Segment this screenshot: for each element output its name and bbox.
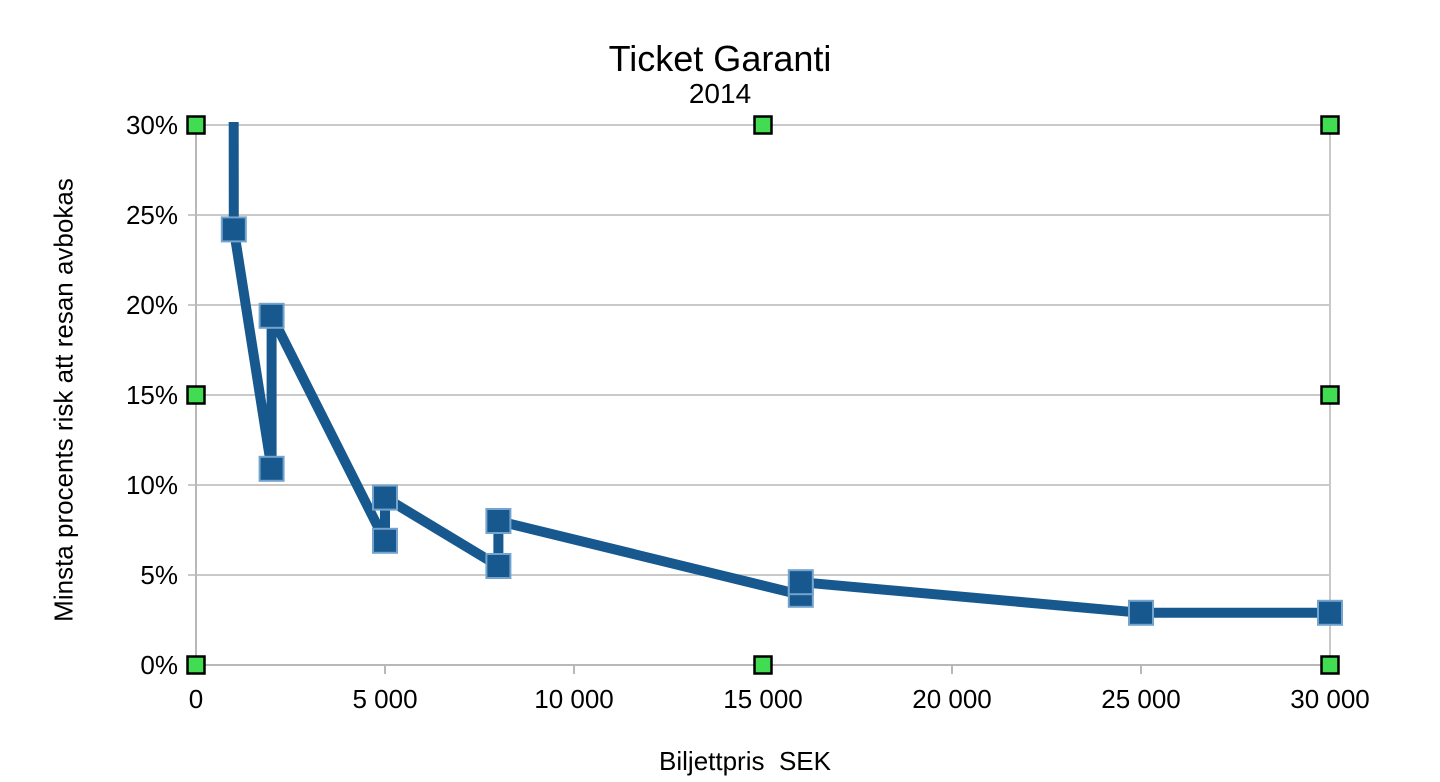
y-tick-label: 10% bbox=[125, 470, 178, 500]
data-point-marker[interactable] bbox=[1317, 599, 1343, 626]
data-point-marker[interactable] bbox=[372, 484, 398, 511]
data-point-marker[interactable] bbox=[220, 216, 247, 243]
selection-handle-top-left[interactable] bbox=[186, 115, 206, 135]
data-point-marker[interactable] bbox=[372, 527, 398, 554]
y-tick-label: 30% bbox=[125, 110, 178, 140]
selection-handle-top-center[interactable] bbox=[753, 115, 773, 135]
x-tick-label: 5 000 bbox=[352, 684, 418, 714]
x-tick-label: 25 000 bbox=[1101, 684, 1181, 714]
x-tick-label: 20 000 bbox=[912, 684, 992, 714]
y-tick-label: 25% bbox=[125, 200, 178, 230]
x-axis-title: Biljettpris SEK bbox=[659, 746, 831, 776]
data-point-markers bbox=[220, 216, 1343, 626]
y-tick-label: 0% bbox=[140, 650, 178, 680]
selection-handle-bottom-right[interactable] bbox=[1320, 655, 1340, 675]
selection-handle-middle-left[interactable] bbox=[186, 385, 206, 405]
y-tick-label: 5% bbox=[140, 560, 178, 590]
x-tick-label: 0 bbox=[188, 684, 204, 714]
data-line[interactable] bbox=[228, 0, 1330, 618]
data-point-marker[interactable] bbox=[485, 553, 512, 579]
x-tick-label: 30 000 bbox=[1290, 684, 1370, 714]
selection-handle-top-right[interactable] bbox=[1320, 115, 1340, 135]
chart-title: Ticket Garanti bbox=[608, 38, 832, 79]
data-point-marker[interactable] bbox=[1128, 599, 1154, 626]
x-tick-label: 10 000 bbox=[534, 684, 614, 714]
selection-handle-bottom-center[interactable] bbox=[753, 655, 773, 675]
x-tick-label: 15 000 bbox=[723, 684, 803, 714]
data-point-marker[interactable] bbox=[258, 302, 285, 329]
data-point-marker[interactable] bbox=[485, 508, 512, 534]
data-point-marker[interactable] bbox=[787, 569, 814, 596]
y-tick-label: 15% bbox=[125, 380, 178, 410]
selection-handles bbox=[186, 115, 1340, 675]
data-point-marker[interactable] bbox=[258, 455, 285, 482]
selection-handle-bottom-left[interactable] bbox=[186, 655, 206, 675]
chart-subtitle: 2014 bbox=[688, 78, 752, 109]
y-tick-label: 20% bbox=[125, 290, 178, 320]
selection-handle-middle-right[interactable] bbox=[1320, 385, 1340, 405]
